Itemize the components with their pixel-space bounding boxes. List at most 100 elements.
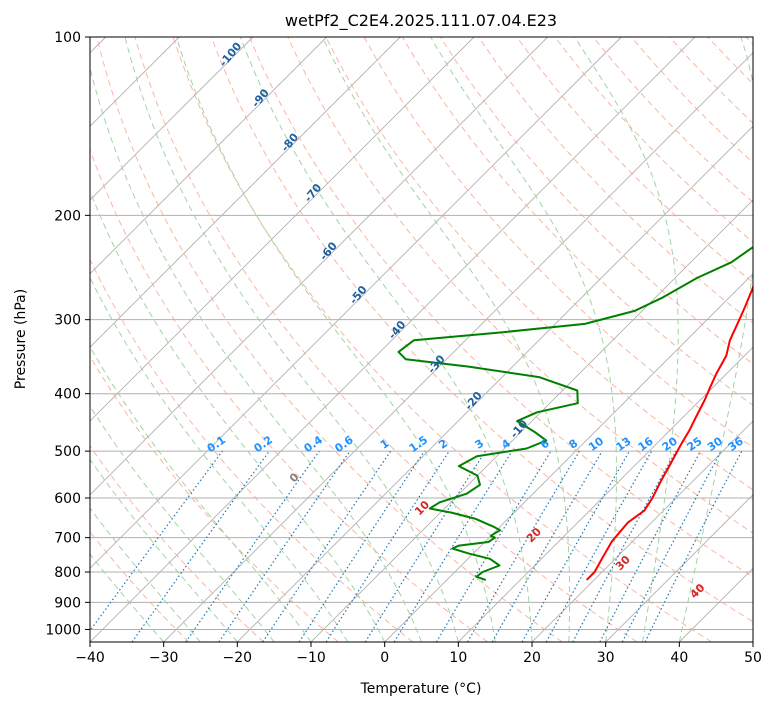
mixing-ratio-label: 0.4: [302, 433, 326, 455]
dry-adiabat: [96, 37, 563, 642]
dry-adiabat: [439, 37, 753, 365]
moist-adiabats: [90, 37, 753, 642]
mixing-ratio-line: [599, 450, 702, 642]
x-tick-label: 20: [523, 650, 541, 666]
mixing-ratio-line: [364, 450, 486, 642]
mixing-ratio-label: 3: [473, 437, 487, 452]
dry-adiabat: [325, 37, 753, 491]
y-tick-label: 800: [54, 565, 81, 581]
moist-adiabat-label: 10: [412, 498, 432, 518]
dry-adiabat: [745, 37, 753, 45]
dry-adiabat: [172, 37, 712, 642]
dry-adiabat: [90, 445, 264, 642]
isotherm-line: [605, 494, 753, 642]
moist-adiabat: [90, 553, 165, 642]
moist-adiabat: [90, 65, 422, 642]
mixing-ratio-line: [466, 450, 580, 642]
mixing-ratio-line: [131, 450, 270, 642]
dry-adiabat: [669, 37, 753, 124]
temperature-series-line: [585, 283, 753, 581]
mixing-ratio-label: 0.2: [252, 433, 275, 455]
moist-adiabat: [90, 189, 386, 642]
mixing-ratio-label: 0.6: [332, 433, 356, 455]
mixing-ratio-line: [218, 450, 351, 642]
moist-adiabat: [175, 37, 496, 642]
isotherm-line: [90, 37, 475, 422]
dry-adiabat: [287, 37, 753, 534]
dry-adiabat: [134, 37, 638, 642]
moist-adiabat: [574, 37, 679, 642]
moist-adiabat-label: 20: [524, 525, 544, 545]
x-tick-label: 10: [449, 650, 467, 666]
mixing-ratio-lines: [90, 450, 743, 642]
mixing-ratio-line: [90, 450, 223, 632]
moist-adiabat: [124, 37, 459, 642]
y-tick-label: 400: [54, 387, 81, 403]
moist-adiabat: [90, 276, 349, 642]
x-tick-label: 0: [380, 650, 389, 666]
mixing-ratio-line: [325, 450, 450, 642]
profile-series: [397, 245, 753, 581]
mixing-ratio-label: 6: [538, 437, 552, 452]
x-tick-label: −30: [149, 650, 179, 666]
y-tick-label: 300: [54, 313, 81, 329]
mixing-ratio-line: [435, 450, 552, 642]
x-tick-label: 50: [744, 650, 762, 666]
dry-adiabat: [249, 37, 753, 578]
moist-adiabat: [678, 37, 753, 642]
y-tick-label: 200: [54, 208, 81, 224]
x-tick-label: −40: [75, 650, 105, 666]
moist-adiabat: [430, 37, 617, 642]
dry-adiabat: [592, 37, 753, 203]
moist-adiabat-label: 40: [687, 581, 707, 601]
dry-adiabat-label: -60: [317, 239, 340, 263]
mixing-ratio-label: 1.5: [407, 433, 430, 455]
mixing-ratio-line: [298, 450, 425, 642]
isotherms: [90, 37, 753, 642]
dry-adiabat: [707, 37, 753, 85]
dry-adiabat: [90, 355, 339, 642]
dry-adiabat-label: -90: [249, 86, 272, 110]
isotherm-line: [90, 37, 401, 348]
isotherm-line: [752, 641, 753, 642]
moist-adiabat: [322, 37, 571, 642]
dry-adiabat: [516, 37, 753, 284]
dewpoint-series-line: [397, 245, 753, 581]
dry-adiabats: [90, 37, 753, 642]
dry-adiabat: [90, 258, 414, 642]
isotherm-line: [236, 125, 753, 642]
dry-adiabat: [554, 37, 753, 243]
dry-adiabat-label: -10: [508, 417, 531, 441]
isotherm-line: [90, 37, 622, 569]
mixing-ratio-line: [521, 450, 631, 642]
isotherm-line: [531, 420, 753, 642]
x-tick-label: 30: [597, 650, 615, 666]
isotherm-line: [310, 199, 753, 642]
mixing-ratio-label: 4: [499, 437, 513, 452]
plot-area: 0.1 0.2 0.4 0.6 1 1.5 2 3 4 6 8 10 13 16 20 25 30 36-100-…: [90, 37, 753, 642]
y-tick-label: 600: [54, 491, 81, 507]
x-tick-label: −10: [296, 650, 326, 666]
moist-adiabat: [90, 345, 312, 642]
dry-adiabat-label: -40: [386, 318, 409, 342]
isotherm-line: [384, 273, 753, 642]
dry-adiabat-label: -20: [462, 389, 485, 413]
y-tick-label: 1000: [45, 622, 81, 638]
axis-ticks: −40 −30 −20 −10 0 10 20 30 40 5010020030040050060…: [45, 30, 762, 666]
x-tick-label: −20: [223, 650, 253, 666]
mixing-ratio-label: 8: [567, 437, 581, 452]
mixing-ratio-line: [262, 450, 392, 642]
mixing-ratio-line: [393, 450, 513, 642]
dry-adiabat: [210, 37, 753, 623]
mixing-ratio-line: [644, 450, 743, 642]
isotherm-line: [457, 346, 753, 642]
isotherm-line: [163, 52, 753, 642]
moist-adiabat: [90, 507, 201, 642]
plot-frame: [89, 36, 754, 643]
mixing-ratio-line: [185, 450, 320, 642]
y-tick-label: 900: [54, 595, 81, 611]
moist-adiabat: [90, 458, 238, 642]
isotherm-line: [90, 37, 549, 496]
dry-adiabat-label: -30: [425, 352, 448, 376]
